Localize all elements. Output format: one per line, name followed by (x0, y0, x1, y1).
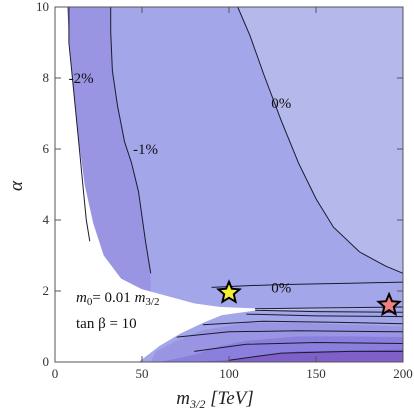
contour-labels: -2% -1% 0% 0% (69, 71, 292, 296)
y-tick-label: 0 (43, 354, 50, 369)
y-axis-title: α (6, 180, 27, 191)
x-tick-label: 100 (219, 366, 239, 381)
contour-label-0: -2% (69, 71, 94, 87)
x-axis-title: m3/2 [TeV] (176, 388, 253, 411)
contour-band-line-3 (202, 320, 404, 326)
y-tick-label: 2 (43, 283, 50, 298)
contour-band-line-0 (255, 306, 404, 310)
markers (216, 279, 402, 317)
y-tick-label: 6 (43, 141, 50, 156)
contour-minus2 (68, 7, 91, 242)
contour-band-line-2 (246, 313, 404, 318)
contour-label-1: -1% (133, 142, 158, 158)
y-axis-ticks: 0 2 4 6 8 10 (36, 0, 403, 369)
y-tick-label: 10 (36, 0, 49, 14)
tan-beta-annotation: tan β = 10 (76, 316, 137, 332)
contour-band-line-5 (194, 341, 404, 352)
y-tick-label: 4 (43, 212, 50, 227)
y-tick-label: 8 (43, 70, 50, 85)
plot-area (54, 6, 404, 363)
yellow-star-marker (216, 279, 242, 304)
contour-zero-lower (211, 281, 404, 288)
contour-label-2: 0% (271, 96, 291, 112)
contour-zero-upper (237, 6, 404, 274)
red-star-marker (376, 291, 402, 317)
contour-band-line-4 (176, 330, 404, 338)
contour-band-line-1 (255, 309, 404, 313)
contour-band-line-6 (228, 350, 403, 361)
x-tick-label: 50 (136, 366, 149, 381)
contour-minus1 (110, 7, 152, 274)
x-tick-label: 0 (52, 366, 59, 381)
contour-label-3: 0% (271, 280, 291, 296)
m0-annotation: m0= 0.01 m3/2 (76, 290, 159, 308)
excluded-region (55, 7, 403, 362)
x-axis-ticks: 0 50 100 150 200 (52, 7, 413, 381)
x-tick-label: 200 (393, 366, 413, 381)
x-tick-label: 150 (306, 366, 326, 381)
